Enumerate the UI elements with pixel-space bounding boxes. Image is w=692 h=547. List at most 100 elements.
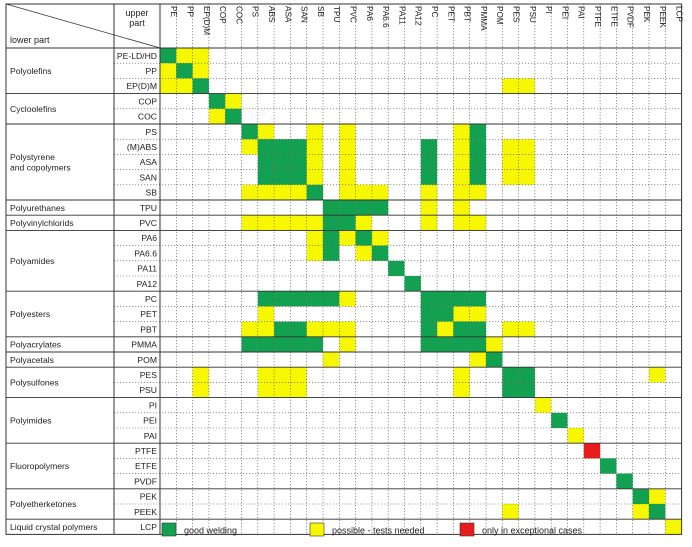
column-header: ETFE — [609, 6, 618, 27]
matrix-cell — [306, 245, 323, 261]
row-label: POM — [137, 355, 157, 365]
matrix-cell — [420, 139, 438, 155]
matrix-cell — [469, 306, 486, 322]
matrix-cell — [518, 169, 535, 185]
matrix-cell — [453, 306, 470, 322]
column-header: PMMA — [479, 6, 488, 31]
matrix-cell — [469, 184, 486, 200]
column-header: ASA — [283, 6, 292, 23]
column-header: LCP — [674, 6, 683, 22]
matrix-cell — [257, 139, 275, 155]
row-label: PC — [145, 294, 157, 304]
matrix-cell — [355, 200, 372, 216]
matrix-cell — [453, 382, 470, 398]
row-label: PI — [149, 400, 157, 410]
matrix-cell — [257, 336, 275, 352]
column-header: COP — [218, 6, 227, 24]
matrix-cell — [274, 184, 291, 200]
row-label: ETFE — [135, 461, 157, 471]
matrix-cell — [241, 321, 258, 337]
matrix-cell — [420, 321, 438, 337]
column-header: PEI — [560, 6, 569, 19]
matrix-cell — [420, 336, 438, 352]
matrix-cell — [323, 230, 340, 246]
matrix-cell — [306, 215, 323, 231]
matrix-cell — [469, 321, 486, 337]
matrix-cell — [306, 291, 323, 307]
matrix-cell — [274, 336, 291, 352]
row-label: PEI — [143, 416, 157, 426]
row-label: PBT — [140, 324, 157, 334]
column-header: PES — [511, 6, 520, 23]
group-label: Polystyrene and copolymers — [10, 152, 71, 173]
matrix-cell — [241, 139, 258, 155]
matrix-cell — [420, 184, 438, 200]
group-label: Polyolefins — [10, 66, 52, 76]
matrix-cell — [257, 367, 275, 383]
matrix-cell — [160, 48, 177, 64]
matrix-cell — [290, 382, 307, 398]
group-label: Polysulfones — [10, 378, 59, 388]
matrix-border — [5, 3, 683, 535]
matrix-cell — [518, 321, 535, 337]
matrix-cell — [371, 184, 389, 200]
matrix-cell — [453, 291, 470, 307]
matrix-cell — [632, 488, 649, 504]
matrix-cell — [176, 78, 193, 94]
matrix-cell — [453, 139, 470, 155]
matrix-cell — [339, 184, 356, 200]
column-header: COC — [234, 6, 243, 24]
row-label: COP — [138, 96, 157, 106]
group-label: Polyetherketones — [10, 499, 76, 509]
column-header: TPU — [332, 6, 341, 22]
legend-label: only in exceptional cases — [482, 526, 583, 536]
legend-label: possible - tests needed — [332, 526, 425, 536]
row-label: PMMA — [131, 340, 157, 350]
matrix-cell — [355, 184, 372, 200]
column-header: PET — [446, 6, 455, 22]
matrix-cell — [453, 154, 470, 170]
matrix-cell — [437, 291, 454, 307]
matrix-cell — [404, 276, 421, 292]
matrix-cell — [306, 321, 323, 337]
matrix-cell — [160, 63, 177, 79]
matrix-cell — [257, 169, 275, 185]
column-header: PA6.6 — [381, 6, 390, 28]
matrix-cell — [502, 382, 519, 398]
row-label: PA12 — [137, 279, 158, 289]
matrix-cell — [192, 78, 209, 94]
matrix-cell — [420, 154, 438, 170]
matrix-cell — [453, 215, 470, 231]
matrix-cell — [502, 169, 519, 185]
matrix-cell — [355, 230, 372, 246]
matrix-cell — [437, 306, 454, 322]
matrix-cell — [339, 336, 356, 352]
row-label: PA6 — [141, 233, 157, 243]
matrix-cell — [453, 200, 470, 216]
matrix-cell — [388, 260, 405, 276]
matrix-cell — [469, 336, 486, 352]
matrix-cell — [453, 169, 470, 185]
column-header: SAN — [300, 6, 309, 23]
matrix-cell — [192, 367, 209, 383]
matrix-cell — [453, 336, 470, 352]
matrix-cell — [502, 504, 519, 520]
matrix-cell — [192, 382, 209, 398]
matrix-cell — [160, 78, 177, 94]
row-label: COC — [138, 112, 157, 122]
matrix-cell — [420, 200, 438, 216]
matrix-cell — [257, 154, 275, 170]
matrix-cell — [323, 291, 340, 307]
matrix-cell — [453, 367, 470, 383]
matrix-cell — [649, 504, 666, 520]
matrix-cell — [274, 139, 291, 155]
matrix-cell — [339, 321, 356, 337]
matrix-cell — [176, 48, 193, 64]
matrix-cell — [469, 169, 486, 185]
corner-diagonal — [5, 3, 161, 49]
matrix-cell — [371, 200, 389, 216]
matrix-cell — [502, 78, 519, 94]
row-label: TPU — [140, 203, 157, 213]
row-label: SAN — [139, 172, 157, 182]
matrix-cell — [420, 215, 438, 231]
